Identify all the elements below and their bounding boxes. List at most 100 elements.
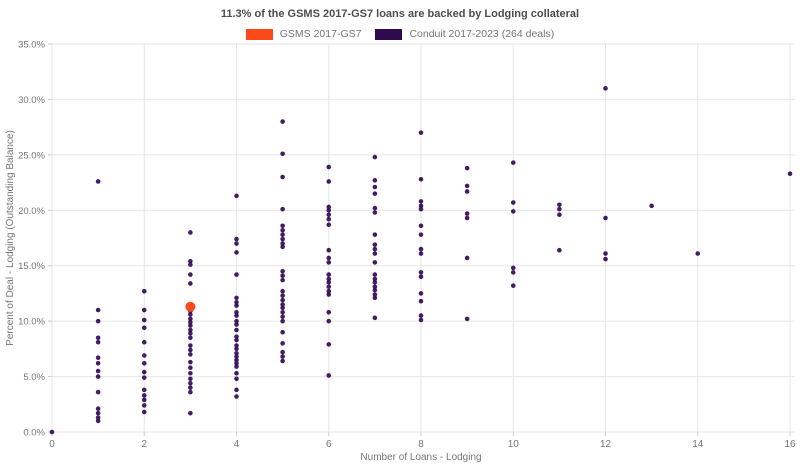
data-point [787,171,793,177]
data-point [188,316,193,322]
data-point [326,280,332,285]
data-point [372,178,378,183]
data-point [141,393,147,398]
svg-text:2: 2 [141,439,147,450]
data-point [280,227,285,233]
data-point [280,358,285,364]
data-point [188,365,193,371]
data-point [280,341,285,346]
data-point [372,246,378,252]
data-point [649,203,654,209]
legend-item-gsms[interactable]: GSMS 2017-GS7 [245,28,362,40]
data-point [418,246,424,252]
data-point [188,380,193,386]
data-point [234,334,239,339]
data-point [280,119,285,124]
data-point [280,318,285,324]
data-point [372,272,378,277]
data-point [234,387,239,393]
svg-text:30.0%: 30.0% [18,95,45,106]
data-point [141,325,147,331]
data-point [188,258,193,264]
series-conduit-2017-2023-264-deals- [49,86,793,435]
data-point [372,154,378,160]
data-point [418,298,424,304]
data-point [372,242,378,247]
data-point [280,329,285,335]
data-point [372,191,378,196]
data-point [326,247,332,253]
svg-text:0.0%: 0.0% [23,428,45,439]
data-point [372,205,378,211]
data-point [141,307,147,313]
data-point [95,368,101,374]
data-point [141,369,147,375]
data-point [418,251,424,256]
data-point [188,262,193,267]
data-point [188,385,193,390]
data-point [280,232,285,237]
data-point [326,276,332,282]
data-point [418,274,424,280]
data-point [141,375,147,380]
data-point [557,206,562,212]
svg-text:12: 12 [600,439,612,450]
data-point [95,389,101,395]
data-point [326,309,332,315]
data-point [95,418,101,424]
data-point [188,272,193,277]
data-point [326,272,332,277]
data-point [280,349,285,355]
svg-text:15.0%: 15.0% [18,261,45,272]
data-point [280,268,285,274]
legend-item-conduit[interactable]: Conduit 2017-2023 (264 deals) [375,28,554,40]
data-point [188,370,193,376]
data-point [234,370,239,376]
legend-swatch-gsms [245,28,273,40]
data-point [234,327,239,333]
data-point [510,265,516,271]
data-point [234,236,239,242]
data-point [95,355,101,361]
data-point [418,176,424,182]
data-point [234,343,239,348]
data-point [234,394,239,399]
data-point [418,199,424,204]
data-point [234,318,239,324]
data-point [280,297,285,303]
data-point [418,291,424,296]
data-point [464,183,470,189]
data-point [95,307,101,313]
data-point [372,292,378,297]
data-point [188,352,193,357]
svg-text:5.0%: 5.0% [23,372,45,383]
data-point [234,337,239,343]
data-point [372,284,378,290]
data-point [326,164,332,170]
data-point [234,309,239,315]
data-point [280,305,285,311]
legend-label-gsms: GSMS 2017-GS7 [279,28,362,40]
data-point [141,353,147,358]
data-point [95,415,101,420]
data-point [141,317,147,323]
svg-text:4: 4 [234,439,240,450]
data-point [326,212,332,218]
data-point [418,313,424,318]
svg-text:16: 16 [784,439,796,450]
data-point [141,397,147,403]
svg-text:35.0%: 35.0% [18,40,45,51]
data-point [95,374,101,379]
data-point [326,204,332,210]
data-point [188,347,193,353]
axis-ticks [48,43,791,436]
legend-swatch-conduit [375,28,403,40]
data-point [95,339,101,345]
data-point [603,86,608,91]
data-point [234,364,239,369]
data-point [510,200,516,205]
data-point [234,376,239,382]
data-point [188,230,193,235]
data-point [280,151,285,157]
